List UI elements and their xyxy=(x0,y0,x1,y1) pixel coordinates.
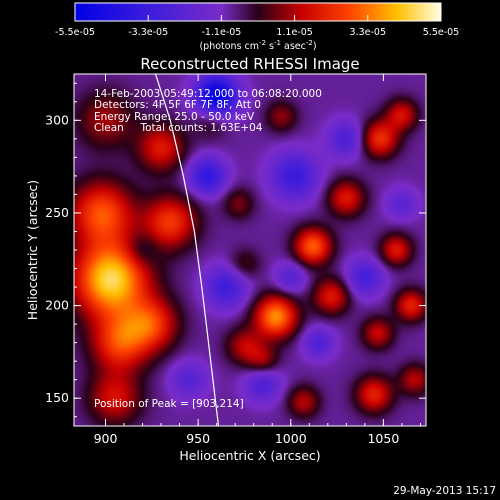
peak-position-label: Position of Peak = [903,214] xyxy=(94,398,244,410)
annotation-total-counts: Clean Total counts: 1.63E+04 xyxy=(94,122,263,134)
colorbar-tick-label: -5.5e-05 xyxy=(55,27,95,38)
x-tick-label: 900 xyxy=(94,431,118,446)
colorbar-ticks: -5.5e-05 -3.3e-05 -1.1e-05 1.1e-05 3.3e-05 5.… xyxy=(55,15,459,38)
annotation-energy-range: Energy Range: 25.0 - 50.0 keV xyxy=(94,111,255,123)
colorbar-tick-label: 3.3e-05 xyxy=(350,27,386,38)
colorbar-tick-label: -1.1e-05 xyxy=(201,27,241,38)
x-tick-label: 1000 xyxy=(275,431,307,446)
colorbar-tick-label: 1.1e-05 xyxy=(276,27,312,38)
colorbar xyxy=(74,2,442,22)
annotation-time-range: 14-Feb-2003 05:49:12.000 to 06:08:20.000 xyxy=(94,88,322,100)
axis-ticks: 900 950 1000 1050 150 200 250 300 xyxy=(45,74,426,446)
annotation-block: 14-Feb-2003 05:49:12.000 to 06:08:20.000… xyxy=(94,88,322,134)
solar-limb-line xyxy=(154,74,220,426)
y-axis-label: Heliocentric Y (arcsec) xyxy=(25,180,40,320)
y-tick-label: 200 xyxy=(45,298,69,313)
x-tick-label: 1050 xyxy=(367,431,399,446)
render-date: 29-May-2013 15:17 xyxy=(393,485,496,497)
colorbar-unit-label: (photons cm-2 s-1 asec-2) xyxy=(199,39,316,52)
chart-title: Reconstructed RHESSI Image xyxy=(140,55,359,73)
colorbar-tick-label: -3.3e-05 xyxy=(128,27,168,38)
x-tick-label: 950 xyxy=(186,431,210,446)
y-tick-label: 150 xyxy=(45,390,69,405)
annotation-detectors: Detectors: 4F 5F 6F 7F 8F, Att 0 xyxy=(94,99,261,111)
heatmap-image xyxy=(74,74,426,426)
colorbar-tick-label: 5.5e-05 xyxy=(423,27,459,38)
y-tick-label: 300 xyxy=(45,112,69,127)
x-axis-label: Heliocentric X (arcsec) xyxy=(179,448,320,463)
y-tick-label: 250 xyxy=(45,205,69,220)
